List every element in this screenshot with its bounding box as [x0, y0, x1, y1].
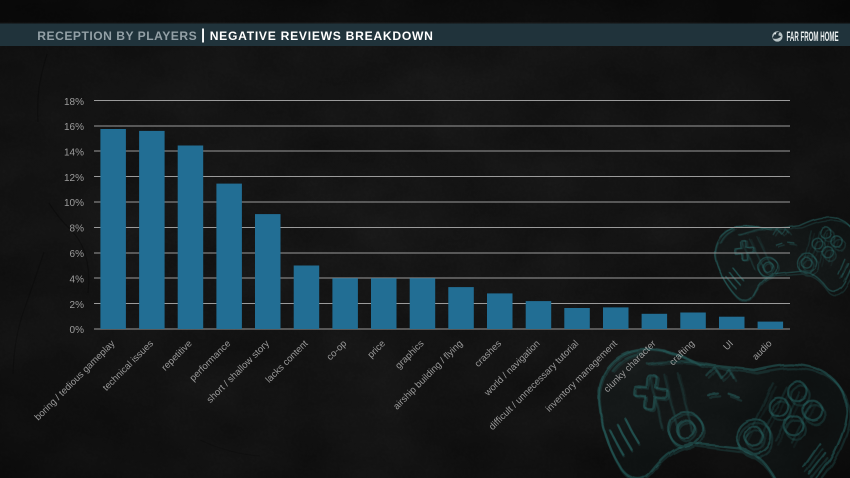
- svg-text:18%: 18%: [64, 97, 84, 108]
- svg-text:10%: 10%: [64, 198, 84, 209]
- svg-text:|: |: [201, 28, 205, 44]
- svg-text:NEGATIVE REVIEWS BREAKDOWN: NEGATIVE REVIEWS BREAKDOWN: [210, 29, 434, 43]
- svg-text:RECEPTION BY PLAYERS: RECEPTION BY PLAYERS: [37, 29, 197, 43]
- svg-text:6%: 6%: [70, 249, 85, 260]
- svg-text:14%: 14%: [64, 147, 84, 158]
- svg-text:4%: 4%: [70, 274, 85, 285]
- svg-text:8%: 8%: [70, 224, 85, 235]
- svg-text:0%: 0%: [70, 325, 85, 336]
- svg-text:16%: 16%: [64, 122, 84, 133]
- svg-text:12%: 12%: [64, 173, 84, 184]
- svg-text:FAR FROM HOME: FAR FROM HOME: [787, 30, 839, 44]
- svg-text:2%: 2%: [70, 300, 85, 311]
